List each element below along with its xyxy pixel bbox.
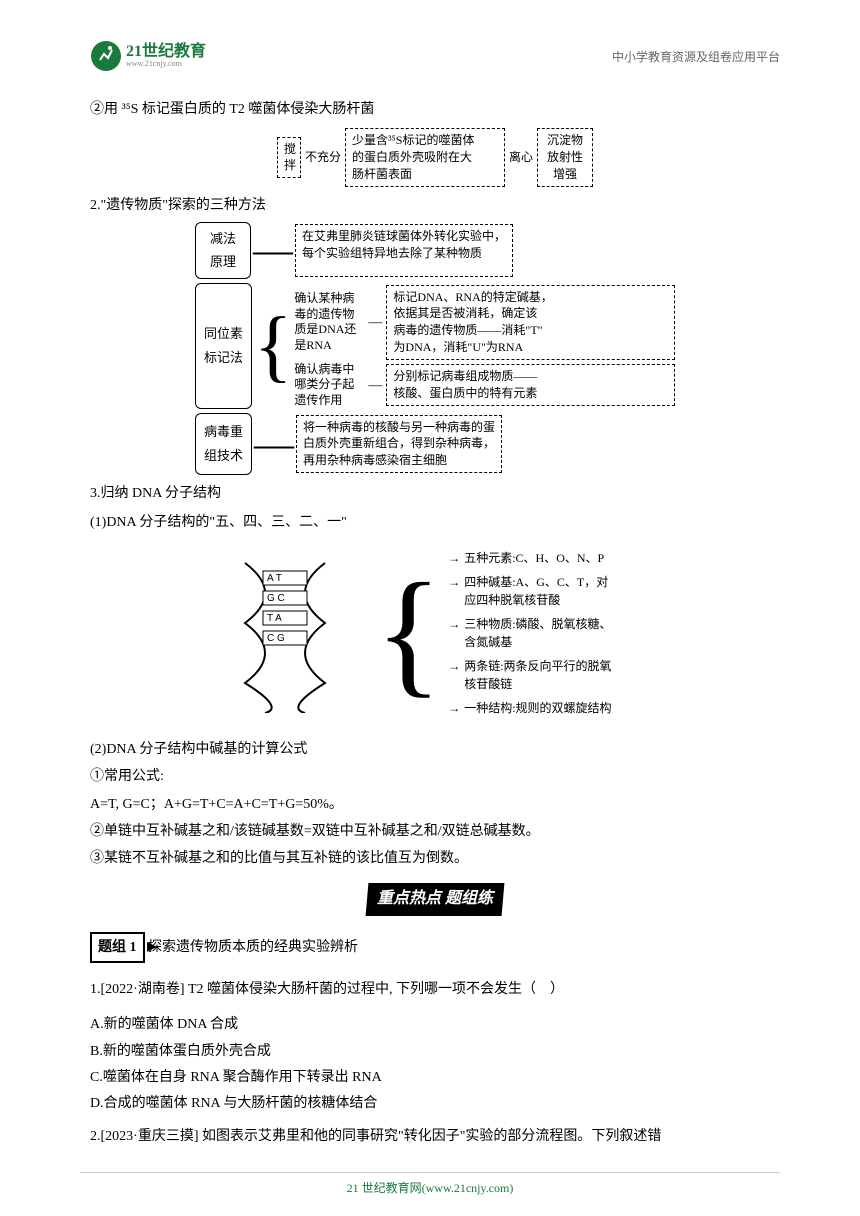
diag2-label: 减法原理 xyxy=(195,222,251,279)
diagram-1: 搅拌 不充分 少量含³⁵S标记的噬菌体的蛋白质外壳吸附在大肠杆菌表面 离心 沉淀… xyxy=(90,128,780,186)
diag1-box2: 少量含³⁵S标记的噬菌体的蛋白质外壳吸附在大肠杆菌表面 xyxy=(345,128,505,186)
dna-label: 四种碱基:A、G、C、T，对应四种脱氧核苷酸 xyxy=(452,573,655,609)
brace-icon: { xyxy=(254,283,292,409)
option-b: B.新的噬菌体蛋白质外壳合成 xyxy=(90,1039,780,1064)
dna-label-list: 五种元素:C、H、O、N、P 四种碱基:A、G、C、T，对应四种脱氧核苷酸 三种… xyxy=(452,543,655,723)
text-line: A=T, G=C；A+G=T+C=A+C=T+G=50%。 xyxy=(90,792,780,817)
text-line: ③某链不互补碱基之和的比值与其互补链的该比值互为倒数。 xyxy=(90,846,780,871)
arrow-label: 离心 xyxy=(509,147,533,169)
page-content: ②用 ³⁵S 标记蛋白质的 T2 噬菌体侵染大肠杆菌 搅拌 不充分 少量含³⁵S… xyxy=(90,97,780,1149)
diag2-label: 同位素标记法 xyxy=(195,283,252,409)
diag1-box3: 沉淀物放射性增强 xyxy=(537,128,593,186)
section-banner: 重点热点 题组练 xyxy=(366,883,505,916)
question-stem: 2.[2023·重庆三摸] 如图表示艾弗里和他的同事研究"转化因子"实验的部分流… xyxy=(90,1124,780,1149)
svg-text:C G: C G xyxy=(267,633,285,644)
diag2-desc: 将一种病毒的核酸与另一种病毒的蛋白质外壳重新组合，得到杂种病毒，再用杂种病毒感染… xyxy=(296,415,502,473)
diag2-sublabel: 确认病毒中哪类分子起遗传作用 xyxy=(294,362,364,409)
svg-text:G C: G C xyxy=(267,593,285,604)
page-header: 21世纪教育 www.21cnjy.com 中小学教育资源及组卷应用平台 xyxy=(90,40,780,72)
section-heading: 3.归纳 DNA 分子结构 xyxy=(90,481,780,506)
question-2: 2.[2023·重庆三摸] 如图表示艾弗里和他的同事研究"转化因子"实验的部分流… xyxy=(90,1124,780,1149)
diag2-desc: 标记DNA、RNA的特定碱基，依据其是否被消耗，确定该病毒的遗传物质——消耗"T… xyxy=(386,285,675,360)
dna-label: 一种结构:规则的双螺旋结构 xyxy=(452,699,655,717)
diag2-sublabel: 确认某种病毒的遗传物质是DNA还是RNA xyxy=(294,291,364,353)
diag2-desc: 在艾弗里肺炎链球菌体外转化实验中，每个实验组特异地去除了某种物质 xyxy=(295,224,513,277)
logo-text-cn: 21世纪教育 xyxy=(126,44,206,60)
svg-text:A T: A T xyxy=(267,573,282,584)
text-line: ②用 ³⁵S 标记蛋白质的 T2 噬菌体侵染大肠杆菌 xyxy=(90,97,780,122)
question-1: 1.[2022·湖南卷] T2 噬菌体侵染大肠杆菌的过程中, 下列哪一项不会发生… xyxy=(90,977,780,1116)
option-a: A.新的噬菌体 DNA 合成 xyxy=(90,1012,780,1037)
brace-icon: — xyxy=(254,413,294,475)
svg-text:T A: T A xyxy=(267,613,282,624)
group-label: 题组 1 xyxy=(90,932,145,963)
dna-label: 三种物质:磷酸、脱氧核糖、含氮碱基 xyxy=(452,615,655,651)
brace-icon: { xyxy=(375,553,442,713)
group-title: 探索遗传物质本质的经典实验辨析 xyxy=(148,940,358,955)
option-c: C.噬菌体在自身 RNA 聚合酶作用下转录出 RNA xyxy=(90,1065,780,1090)
arrow-icon: — xyxy=(368,373,382,398)
text-line: ②单链中互补碱基之和/该链碱基数=双链中互补碱基之和/双链总碱基数。 xyxy=(90,819,780,844)
option-d: D.合成的噬菌体 RNA 与大肠杆菌的核糖体结合 xyxy=(90,1091,780,1116)
dna-label: 五种元素:C、H、O、N、P xyxy=(452,549,655,567)
diagram-3: A T G C T A C G { 五种元素:C、H、O、N、P 四种碱基:A、… xyxy=(215,543,655,723)
dna-label: 两条链:两条反向平行的脱氧核苷酸链 xyxy=(452,657,655,693)
page-footer: 21 世纪教育网(www.21cnjy.com) xyxy=(80,1172,780,1196)
arrow-label: 不充分 xyxy=(305,147,341,169)
diag1-box1: 搅拌 xyxy=(277,137,301,179)
text-line: (2)DNA 分子结构中碱基的计算公式 xyxy=(90,737,780,762)
dna-helix-icon: A T G C T A C G xyxy=(215,553,365,713)
logo: 21世纪教育 www.21cnjy.com xyxy=(90,40,206,72)
arrow-icon: — xyxy=(368,310,382,335)
header-subtitle: 中小学教育资源及组卷应用平台 xyxy=(612,48,780,65)
diag2-desc: 分别标记病毒组成物质——核酸、蛋白质中的特有元素 xyxy=(386,364,675,406)
diag2-label: 病毒重组技术 xyxy=(195,413,252,475)
logo-text-url: www.21cnjy.com xyxy=(126,60,206,68)
section-heading: 2."遗传物质"探索的三种方法 xyxy=(90,193,780,218)
diagram-2: 减法原理 — 在艾弗里肺炎链球菌体外转化实验中，每个实验组特异地去除了某种物质 … xyxy=(195,222,675,475)
text-line: ①常用公式: xyxy=(90,764,780,789)
question-stem: 1.[2022·湖南卷] T2 噬菌体侵染大肠杆菌的过程中, 下列哪一项不会发生… xyxy=(90,977,780,1002)
text-line: (1)DNA 分子结构的"五、四、三、二、一" xyxy=(90,510,780,535)
runner-icon xyxy=(90,40,122,72)
brace-icon: — xyxy=(253,222,293,279)
